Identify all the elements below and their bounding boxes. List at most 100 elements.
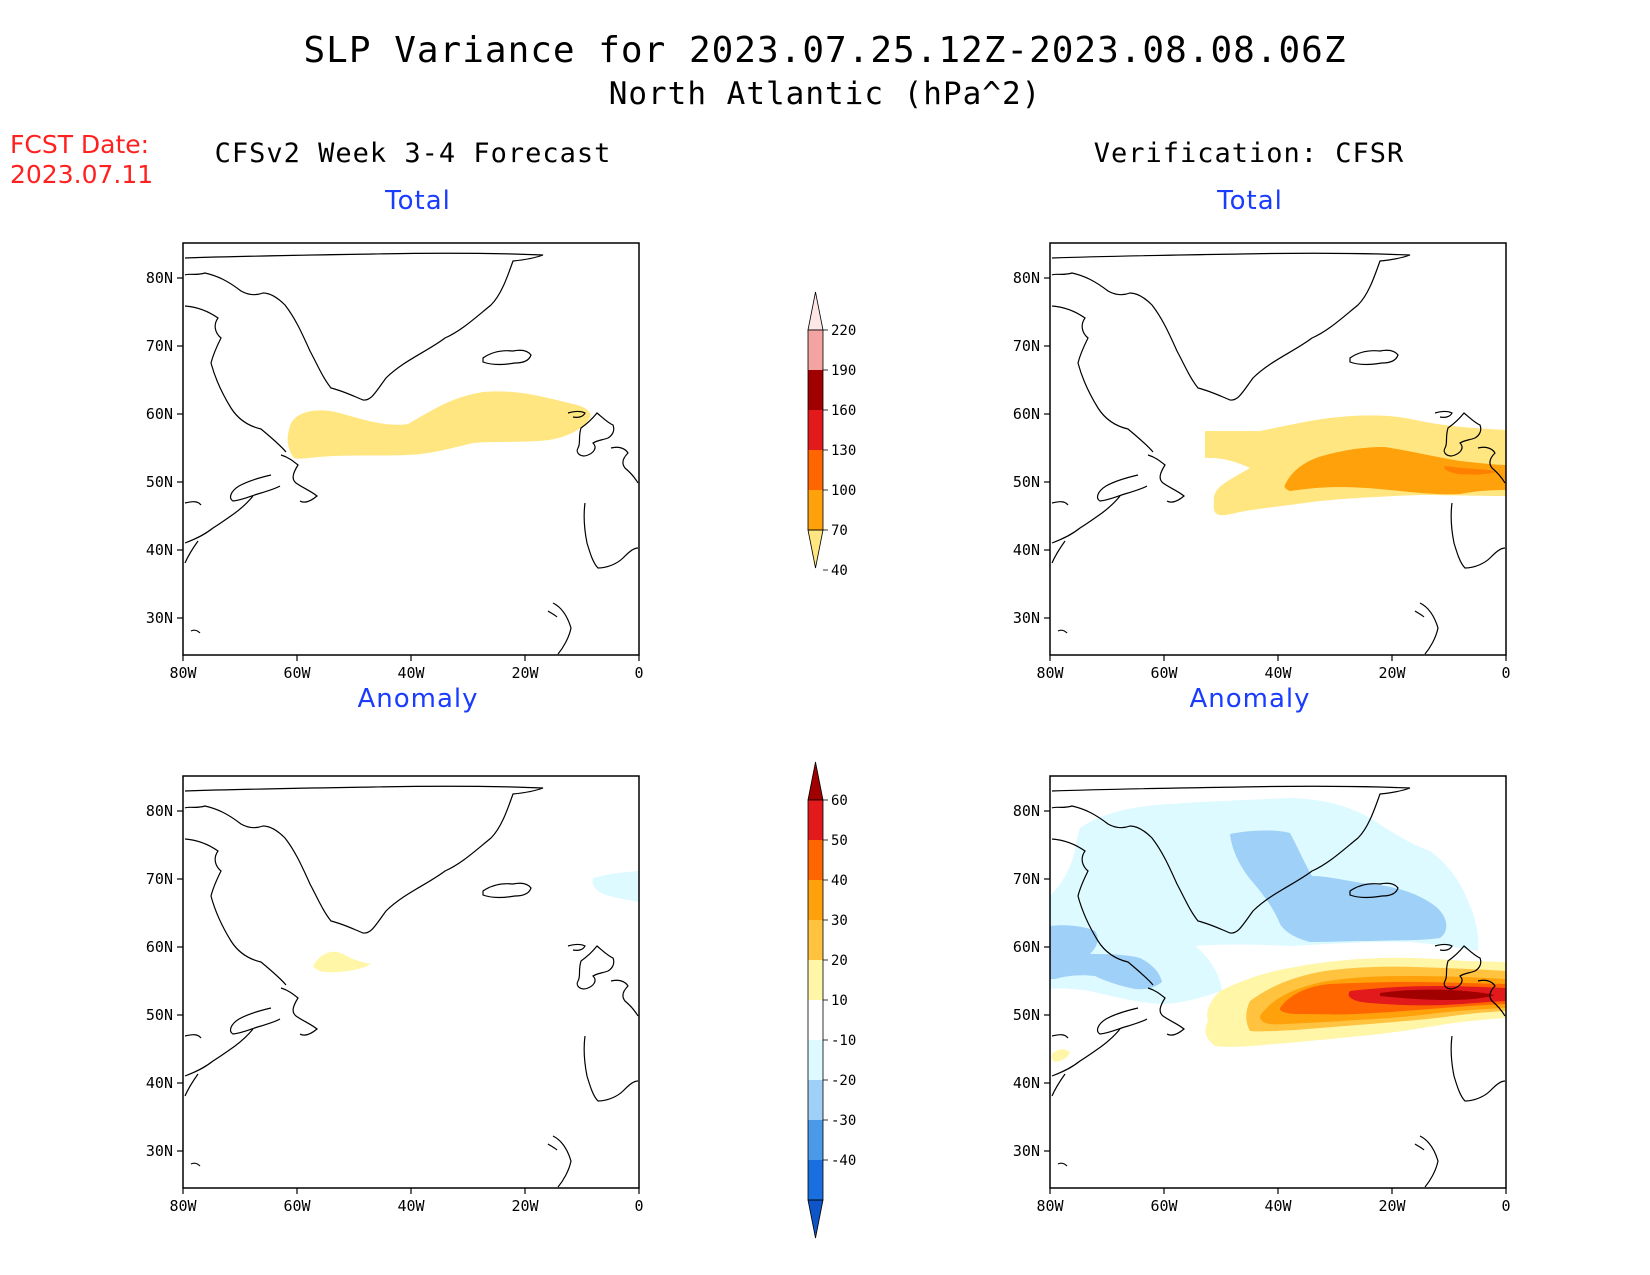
- colorbar-label: -10: [831, 1033, 856, 1049]
- lat-label: 70N: [146, 870, 173, 888]
- coastline: [184, 785, 639, 1188]
- lat-label: 30N: [146, 609, 173, 627]
- colorbar-swatch: [808, 920, 823, 960]
- colorbar-label: 40: [831, 873, 848, 889]
- contour-10-20: [313, 951, 371, 973]
- colorbar-label: 100: [831, 483, 856, 499]
- colorbar-arrow-bottom: [807, 1199, 824, 1239]
- colorbar-label: 130: [831, 443, 856, 459]
- colorbar-total: 220 190 160 130 100 70 40: [807, 291, 856, 579]
- colorbar-swatch: [808, 960, 823, 1000]
- lat-label: 60N: [146, 405, 173, 423]
- colorbar-swatch: [808, 490, 823, 530]
- axes: 80N 70N 60N 50N 40N 30N 80W 60W 40W 20W 0: [146, 802, 644, 1215]
- fcst-date-label: FCST Date:: [10, 130, 150, 159]
- contour-minus20-minus30-west: [1050, 925, 1162, 990]
- lat-label: 40N: [146, 541, 173, 559]
- contour-fills: [287, 391, 591, 459]
- lon-label: 60W: [1150, 664, 1178, 682]
- lon-label: 40W: [397, 1197, 425, 1215]
- panel-title-forecast-anomaly: Anomaly: [357, 684, 479, 714]
- contour-10-20-west: [1051, 1049, 1070, 1062]
- lon-label: 20W: [511, 664, 539, 682]
- main-subtitle: North Atlantic (hPa^2): [608, 76, 1042, 112]
- lon-label: 20W: [1378, 1197, 1406, 1215]
- lat-label: 60N: [146, 938, 173, 956]
- map-panel-verification-total: 80N 70N 60N 50N 40N 30N 80W 60W 40W 20W 0: [1013, 242, 1511, 682]
- contour-60-plus: [1380, 989, 1495, 1000]
- lon-label: 80W: [169, 664, 197, 682]
- colorbar-swatch: [808, 1040, 823, 1080]
- colorbar-label: 60: [831, 793, 848, 809]
- right-column-title: Verification: CFSR: [1093, 138, 1405, 169]
- map-panel-forecast-total: 80N 70N 60N 50N 40N 30N 80W 60W 40W 20W 0: [146, 242, 644, 682]
- lat-label: 80N: [146, 269, 173, 287]
- contour-40-70: [287, 391, 591, 459]
- colorbar-anomaly: 60 50 40 30 20 10 -10 -20 -30 -40: [807, 761, 856, 1239]
- colorbar-label: -30: [831, 1113, 856, 1129]
- lon-label: 0: [1501, 664, 1510, 682]
- lat-label: 80N: [146, 802, 173, 820]
- colorbar-label: 40: [831, 563, 848, 579]
- contour-fills: [1050, 798, 1506, 1062]
- lon-label: 60W: [283, 664, 311, 682]
- lon-label: 0: [1501, 1197, 1510, 1215]
- panel-title-verification-total: Total: [1217, 186, 1283, 216]
- colorbar-swatch: [808, 800, 823, 840]
- colorbar-swatch: [808, 1160, 823, 1200]
- colorbar-label: 190: [831, 363, 856, 379]
- coastline: [1051, 252, 1506, 655]
- colorbar-arrow-bottom: [807, 529, 824, 569]
- colorbar-arrow-top: [807, 761, 824, 801]
- colorbar-swatch: [808, 1120, 823, 1160]
- coastline: [1051, 785, 1506, 1188]
- main-title: SLP Variance for 2023.07.25.12Z-2023.08.…: [303, 30, 1347, 71]
- colorbar-label: 160: [831, 403, 856, 419]
- colorbar-label: 20: [831, 953, 848, 969]
- lon-label: 40W: [1264, 664, 1292, 682]
- lat-label: 50N: [1013, 1006, 1040, 1024]
- axes: 80N 70N 60N 50N 40N 30N 80W 60W 40W 20W 0: [1013, 269, 1511, 682]
- colorbar-swatch: [808, 1080, 823, 1120]
- colorbar-arrow-top: [807, 291, 824, 331]
- lon-label: 80W: [169, 1197, 197, 1215]
- lat-label: 40N: [146, 1074, 173, 1092]
- lon-label: 60W: [1150, 1197, 1178, 1215]
- map-panel-verification-anomaly: 80N 70N 60N 50N 40N 30N 80W 60W 40W 20W 0: [1013, 775, 1511, 1215]
- colorbar-frame: [807, 329, 824, 531]
- lon-label: 80W: [1036, 664, 1064, 682]
- colorbar-label: 50: [831, 833, 848, 849]
- colorbar-label: -20: [831, 1073, 856, 1089]
- colorbar-label: 220: [831, 323, 856, 339]
- lat-label: 80N: [1013, 802, 1040, 820]
- lat-label: 80N: [1013, 269, 1040, 287]
- lat-label: 30N: [1013, 609, 1040, 627]
- axes: 80N 70N 60N 50N 40N 30N 80W 60W 40W 20W 0: [146, 269, 644, 682]
- lat-label: 30N: [146, 1142, 173, 1160]
- contour-minus10-minus20: [592, 871, 639, 902]
- left-column-title: CFSv2 Week 3-4 Forecast: [214, 138, 612, 169]
- axes: 80N 70N 60N 50N 40N 30N 80W 60W 40W 20W 0: [1013, 802, 1511, 1215]
- lat-label: 70N: [146, 337, 173, 355]
- panel-title-verification-anomaly: Anomaly: [1189, 684, 1311, 714]
- lon-label: 0: [634, 1197, 643, 1215]
- lat-label: 50N: [146, 1006, 173, 1024]
- colorbar-swatch: [808, 410, 823, 450]
- lon-label: 80W: [1036, 1197, 1064, 1215]
- lon-label: 40W: [1264, 1197, 1292, 1215]
- lon-label: 20W: [1378, 664, 1406, 682]
- colorbar-label: 30: [831, 913, 848, 929]
- lon-label: 60W: [283, 1197, 311, 1215]
- lat-label: 70N: [1013, 337, 1040, 355]
- lon-label: 0: [634, 664, 643, 682]
- fcst-date-value: 2023.07.11: [10, 160, 154, 189]
- contour-fills: [313, 871, 639, 973]
- lat-label: 50N: [146, 473, 173, 491]
- lat-label: 30N: [1013, 1142, 1040, 1160]
- contour-fills: [1205, 415, 1506, 516]
- lat-label: 70N: [1013, 870, 1040, 888]
- contour-minus20-minus30: [1230, 830, 1447, 942]
- coastline: [184, 252, 639, 655]
- colorbar-label: 10: [831, 993, 848, 1009]
- lat-label: 60N: [1013, 938, 1040, 956]
